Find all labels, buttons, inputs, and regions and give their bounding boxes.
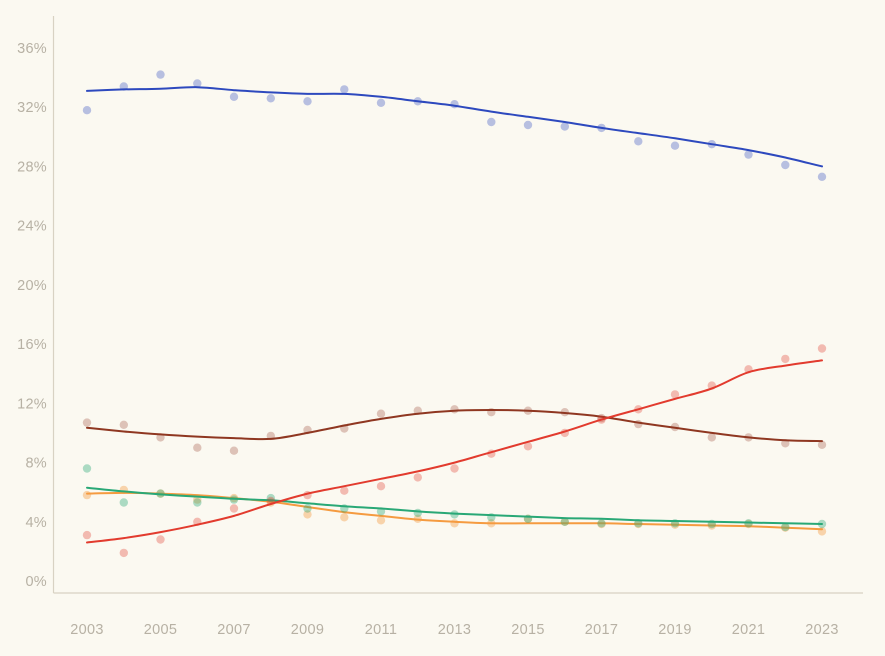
x-tick-label: 2007 (217, 622, 250, 638)
data-point (303, 97, 312, 106)
y-tick-label: 4% (25, 515, 47, 531)
data-point (340, 85, 349, 94)
data-point (560, 122, 569, 131)
data-point (450, 405, 459, 414)
y-tick-label: 24% (17, 219, 47, 235)
y-tick-label: 36% (17, 41, 47, 57)
data-point (119, 498, 128, 507)
series-orange-trend-line (86, 491, 823, 531)
data-point (781, 160, 790, 170)
data-point (817, 172, 827, 181)
data-point (376, 482, 386, 491)
x-tick-label: 2019 (658, 622, 691, 638)
data-point (303, 510, 312, 519)
data-point (119, 548, 128, 558)
data-point (744, 150, 753, 159)
y-tick-label: 32% (17, 100, 47, 116)
data-point (817, 344, 827, 353)
x-tick-label: 2009 (291, 622, 324, 638)
data-point (229, 92, 239, 102)
y-tick-label: 16% (17, 337, 47, 353)
y-axis-tick-labels: 0% 4% 8% 12% 16% 20% 24% 28% 32% 36% (17, 41, 47, 590)
data-point (82, 418, 92, 427)
series-blue (82, 70, 827, 181)
y-tick-label: 20% (17, 278, 47, 294)
data-point (340, 486, 349, 495)
data-point (82, 464, 92, 473)
data-point (670, 390, 680, 399)
x-tick-label: 2015 (511, 622, 544, 638)
data-point (119, 420, 128, 429)
x-tick-label: 2013 (438, 622, 471, 638)
data-point (670, 141, 680, 150)
data-point (376, 98, 386, 108)
data-point (781, 522, 790, 532)
data-point (340, 513, 349, 522)
x-tick-label: 2017 (585, 622, 618, 638)
data-point (781, 354, 790, 364)
x-tick-label: 2005 (144, 622, 177, 638)
series-green (82, 464, 827, 532)
data-point (303, 504, 312, 513)
x-tick-label: 2003 (70, 622, 103, 638)
y-tick-label: 8% (25, 456, 47, 472)
series-blue-trend-line (86, 86, 823, 168)
series-green-trend-line (86, 486, 823, 525)
data-point (707, 433, 716, 442)
x-axis-tick-labels: 2003 2005 2007 2009 2011 2013 2015 2017 2019 2021… (70, 622, 838, 638)
data-point (156, 70, 165, 79)
data-point (193, 498, 202, 507)
series-orange (82, 485, 827, 536)
series-red (82, 344, 827, 558)
data-point (450, 464, 459, 473)
data-point (82, 490, 92, 500)
axes (52, 16, 863, 594)
x-tick-label: 2011 (365, 622, 397, 638)
data-point (229, 504, 239, 513)
series-red-trend-line (86, 359, 823, 544)
data-point (413, 508, 422, 518)
y-tick-label: 12% (17, 396, 47, 412)
data-point (376, 516, 386, 525)
data-point (634, 137, 643, 146)
data-point (229, 446, 239, 455)
data-point (193, 443, 202, 452)
data-point (82, 530, 92, 540)
data-point (156, 535, 165, 544)
data-point (413, 473, 422, 482)
data-point (266, 94, 275, 103)
series-blue-points (82, 70, 827, 181)
data-point (193, 79, 202, 88)
y-tick-label: 0% (25, 574, 47, 590)
data-point (523, 120, 533, 130)
data-point (523, 442, 533, 451)
y-tick-label: 28% (17, 159, 47, 175)
x-tick-label: 2021 (732, 622, 765, 638)
series-dark-red (82, 405, 827, 455)
data-point (560, 517, 569, 526)
data-point (82, 106, 92, 115)
data-point (597, 519, 606, 528)
x-tick-label: 2023 (805, 622, 838, 638)
data-point (487, 117, 496, 127)
series-red-points (82, 344, 827, 558)
data-point (817, 440, 827, 449)
data-point (376, 409, 386, 418)
data-point (450, 519, 459, 528)
series-dark-red-trend-line (86, 409, 823, 443)
